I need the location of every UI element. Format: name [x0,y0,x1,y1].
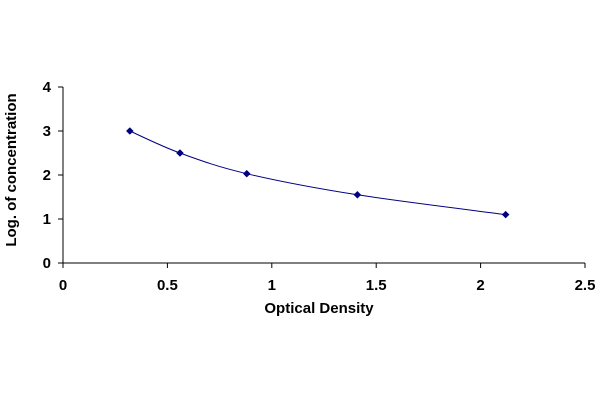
x-axis-ticks: 0 0.5 1 1.5 2 2.5 [59,263,596,294]
x-tick-label: 2.5 [575,277,596,294]
data-point [242,169,251,178]
y-tick-label: 4 [43,79,52,96]
data-point [353,190,362,199]
axes [62,87,585,264]
y-tick-label: 1 [43,211,51,228]
data-point [501,210,510,219]
y-tick-label: 2 [43,167,51,184]
fitted-curve [129,130,506,216]
data-point [125,127,134,135]
x-tick-label: 0 [59,277,67,294]
x-tick-label: 2 [476,277,484,294]
y-tick-label: 0 [43,255,51,272]
data-point [176,149,184,157]
x-tick-label: 1 [268,277,276,294]
data-points [125,127,510,219]
x-tick-label: 0.5 [157,277,178,294]
y-axis-title: Log. of concentration [3,93,20,246]
y-tick-label: 3 [43,123,51,140]
y-axis-ticks: 0 1 2 3 4 [43,79,63,272]
x-tick-label: 1.5 [366,277,387,294]
x-axis-title: Optical Density [264,300,374,317]
